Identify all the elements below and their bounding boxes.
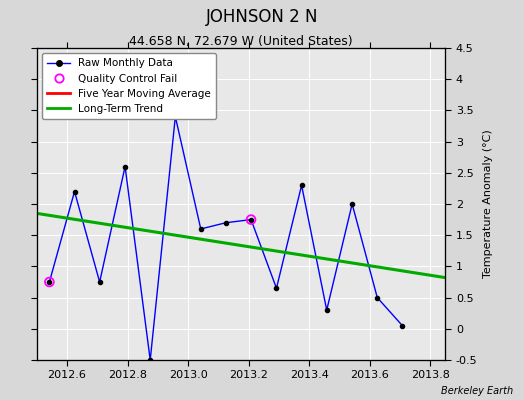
Point — [45, 279, 53, 285]
Y-axis label: Temperature Anomaly (°C): Temperature Anomaly (°C) — [483, 130, 493, 278]
Text: JOHNSON 2 N: JOHNSON 2 N — [206, 8, 318, 26]
Title: 44.658 N, 72.679 W (United States): 44.658 N, 72.679 W (United States) — [129, 35, 353, 48]
Text: Berkeley Earth: Berkeley Earth — [441, 386, 514, 396]
Point — [247, 216, 255, 223]
Legend: Raw Monthly Data, Quality Control Fail, Five Year Moving Average, Long-Term Tren: Raw Monthly Data, Quality Control Fail, … — [42, 53, 216, 119]
